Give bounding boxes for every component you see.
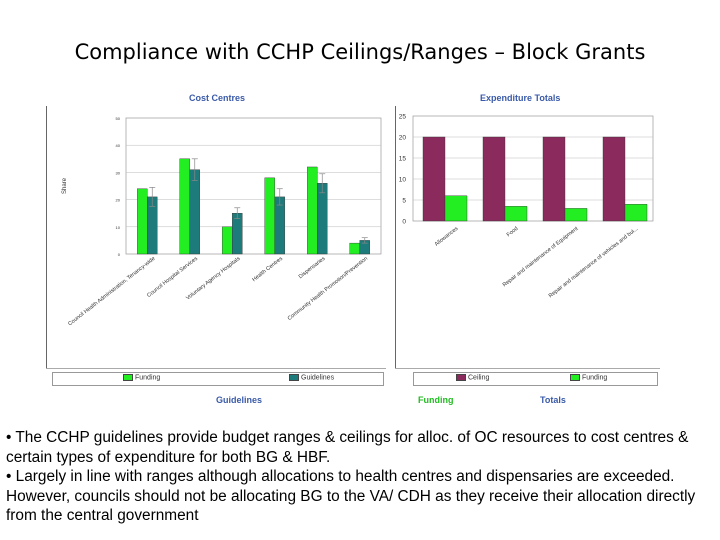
y-axis-label: Share: [62, 177, 68, 194]
y-tick-label: 20: [399, 135, 407, 142]
bar-funding: [564, 208, 588, 222]
bar-ceiling: [482, 136, 506, 222]
bar-guidelines: [189, 169, 200, 255]
cost-centres-panel: 0 10 20 30 40 50 Share Council Health Administr…: [46, 106, 386, 394]
tab-funding[interactable]: Funding: [418, 395, 454, 405]
bar-funding: [179, 158, 190, 255]
bar-funding: [307, 166, 318, 255]
tab-totals[interactable]: Totals: [540, 395, 566, 405]
bar-ceiling: [542, 136, 566, 222]
legend-item-funding-2: Funding: [570, 374, 607, 381]
bar-funding: [624, 203, 648, 222]
y-tick-label: 30: [116, 170, 121, 175]
body-text: • The CCHP guidelines provide budget ran…: [6, 428, 714, 526]
y-tick-label: 25: [399, 114, 407, 121]
bar-ceiling: [422, 136, 446, 222]
bar-funding: [349, 242, 360, 255]
y-tick-label: 10: [116, 225, 121, 230]
expenditure-totals-panel: 0 5 10 15 20 25 Allowances Food Repair and maint…: [395, 106, 660, 394]
legend-item-funding: Funding: [123, 374, 160, 381]
y-tick-label: 50: [116, 116, 121, 121]
x-tick-label: Allowances: [434, 226, 460, 248]
x-tick-label: Food: [506, 226, 520, 238]
x-tick-label: Dispensaries: [298, 256, 327, 280]
plot-frame: [125, 117, 382, 255]
y-tick-label: 15: [399, 156, 407, 163]
bullet-1: • The CCHP guidelines provide budget ran…: [6, 429, 689, 466]
expenditure-legend: Ceiling Funding: [413, 372, 658, 386]
y-tick-label: 0: [118, 252, 121, 257]
cost-centres-title: Cost Centres: [189, 93, 246, 103]
bullet-2: • Largely in line with ranges although a…: [6, 468, 696, 524]
y-tick-label: 5: [402, 198, 406, 205]
plot-frame: [412, 115, 654, 222]
expenditure-totals-title: Expenditure Totals: [480, 93, 561, 103]
legend-item-guidelines: Guidelines: [289, 374, 334, 381]
legend-item-ceiling: Ceiling: [456, 374, 489, 381]
bar-funding: [264, 177, 275, 255]
bar-funding: [222, 226, 233, 255]
y-tick-label: 20: [116, 198, 121, 203]
y-tick-label: 40: [116, 143, 121, 148]
x-tick-label: Health Centres: [251, 256, 284, 283]
x-tick-label: Council Health Administration, Tenancy-w…: [67, 256, 156, 327]
bar-funding: [444, 195, 468, 222]
y-tick-label: 10: [399, 177, 407, 184]
slide-title: Compliance with CCHP Ceilings/Ranges – B…: [74, 40, 646, 64]
bar-ceiling: [602, 136, 626, 222]
x-tick-label: Community Health Promotion/Prevention: [287, 256, 369, 322]
bar-guidelines: [317, 183, 328, 255]
bar-guidelines: [274, 196, 285, 255]
cost-centres-chart: 0 10 20 30 40 50 Share Council Health Administr…: [62, 116, 382, 327]
bar-funding: [137, 188, 148, 255]
cost-centres-legend: Funding Guidelines: [52, 372, 384, 386]
bar-funding: [504, 206, 528, 222]
y-tick-label: 0: [402, 219, 406, 226]
bar-guidelines: [232, 212, 243, 255]
tab-guidelines[interactable]: Guidelines: [216, 395, 263, 405]
